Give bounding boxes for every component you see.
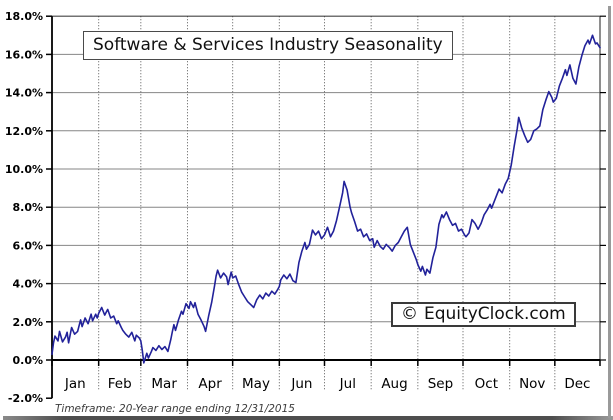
chart-title: Software & Services Industry Seasonality	[83, 31, 453, 60]
y-tick-label: 10.0%	[5, 163, 43, 176]
month-label-mar: Mar	[151, 376, 177, 392]
image-right-shadow	[608, 6, 611, 418]
y-tick-label: 14.0%	[5, 87, 43, 100]
seasonality-line	[51, 34, 601, 364]
y-tick-label: 12.0%	[5, 125, 43, 138]
y-tick-label: 6.0%	[12, 239, 43, 252]
y-tick-label: 16.0%	[5, 48, 43, 61]
copyright-icon: ©	[401, 304, 418, 324]
equityclock-logo-text: EquityClock.com	[424, 304, 566, 324]
image-bottom-shadow	[3, 416, 613, 420]
timeframe-note: Timeframe: 20-Year range ending 12/31/20…	[55, 403, 295, 415]
month-label-nov: Nov	[519, 376, 545, 392]
y-tick-label: 0.0%	[12, 354, 43, 367]
month-dotted-gridlines	[98, 16, 556, 391]
month-label-jun: Jun	[290, 376, 312, 392]
month-label-apr: Apr	[198, 376, 222, 392]
horizontal-gridlines	[52, 53, 600, 323]
y-tick-label: -2.0%	[8, 392, 43, 405]
y-tick-label: 2.0%	[12, 316, 43, 329]
month-label-jan: Jan	[64, 376, 86, 392]
y-tick-label: 4.0%	[12, 278, 43, 291]
month-label-jul: Jul	[339, 376, 356, 392]
equityclock-logo: © EquityClock.com	[391, 302, 576, 327]
month-label-sep: Sep	[428, 376, 453, 392]
y-tick-label: 8.0%	[12, 201, 43, 214]
y-tick-label: 18.0%	[5, 10, 43, 23]
seasonality-series-line	[51, 34, 601, 364]
month-label-dec: Dec	[564, 376, 590, 392]
month-label-feb: Feb	[108, 376, 132, 392]
axis-ticks	[46, 15, 606, 399]
month-labels: Jan Feb Mar Apr May Jun Jul Aug Sep Oct Nov Dec	[64, 376, 591, 392]
y-axis-labels: 18.0% 16.0% 14.0% 12.0% 10.0% 8.0% 6.0% 4.0% 2.0…	[5, 10, 43, 405]
month-label-may: May	[242, 376, 270, 392]
month-label-aug: Aug	[381, 376, 407, 392]
month-label-oct: Oct	[475, 376, 498, 392]
